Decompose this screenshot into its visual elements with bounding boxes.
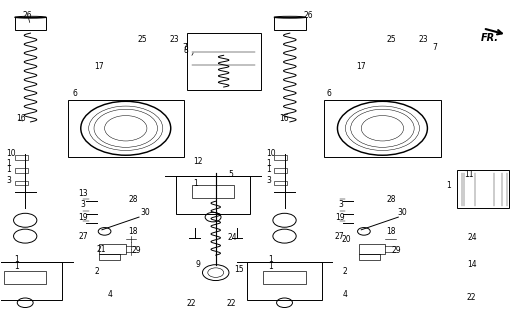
Text: 3: 3 — [338, 200, 343, 209]
Text: 30: 30 — [397, 208, 407, 217]
Text: 6: 6 — [327, 89, 332, 98]
Text: 26: 26 — [22, 11, 32, 20]
Bar — [274, 168, 287, 173]
Text: 10: 10 — [7, 149, 16, 158]
Text: 8: 8 — [184, 46, 189, 55]
Text: 15: 15 — [234, 265, 244, 274]
Text: 12: 12 — [193, 157, 203, 166]
Bar — [359, 244, 385, 253]
Text: 1: 1 — [7, 165, 11, 174]
Bar — [192, 185, 234, 198]
Text: 1: 1 — [269, 255, 273, 264]
Bar — [14, 180, 28, 185]
Bar — [99, 253, 120, 260]
Text: 6: 6 — [73, 89, 78, 98]
Text: 1: 1 — [269, 262, 273, 271]
Text: 20: 20 — [342, 235, 351, 244]
Text: 30: 30 — [140, 208, 150, 217]
Bar — [359, 253, 380, 260]
Text: 9: 9 — [196, 260, 201, 268]
Bar — [4, 271, 46, 284]
Text: 25: 25 — [138, 35, 147, 44]
Text: 23: 23 — [170, 35, 179, 44]
Text: 7: 7 — [433, 43, 438, 52]
Text: 10: 10 — [266, 149, 276, 158]
Text: 1: 1 — [193, 179, 198, 188]
Text: 5: 5 — [228, 170, 233, 179]
Bar — [274, 17, 306, 30]
Text: 27: 27 — [78, 232, 88, 241]
Text: 29: 29 — [131, 246, 140, 255]
Text: 7: 7 — [182, 43, 187, 52]
Text: 23: 23 — [418, 35, 428, 44]
Text: 22: 22 — [226, 299, 236, 308]
Text: 25: 25 — [387, 35, 396, 44]
Bar — [187, 33, 261, 90]
Text: 16: 16 — [279, 114, 289, 123]
Text: 17: 17 — [356, 62, 365, 71]
Text: 1: 1 — [14, 262, 19, 271]
Text: 22: 22 — [187, 299, 196, 308]
Text: 4: 4 — [107, 290, 112, 299]
Bar — [14, 155, 28, 160]
Text: 21: 21 — [97, 245, 106, 254]
Text: 4: 4 — [343, 290, 347, 299]
Text: 16: 16 — [16, 114, 26, 123]
Bar — [68, 100, 184, 157]
Text: 3: 3 — [81, 200, 86, 209]
Bar — [14, 168, 28, 173]
Text: 27: 27 — [335, 232, 344, 241]
Text: FR.: FR. — [480, 33, 498, 43]
Text: 26: 26 — [303, 11, 313, 20]
Text: 29: 29 — [392, 246, 401, 255]
Text: 19: 19 — [335, 212, 344, 222]
Bar — [274, 155, 287, 160]
Bar — [247, 261, 321, 300]
Text: 1: 1 — [7, 159, 11, 168]
Text: 17: 17 — [94, 62, 104, 71]
Text: 1: 1 — [266, 159, 271, 168]
Text: 3: 3 — [266, 176, 271, 185]
Bar — [99, 244, 126, 253]
Text: 11: 11 — [464, 170, 474, 179]
Text: 22: 22 — [466, 293, 476, 302]
Bar — [263, 271, 306, 284]
Text: 14: 14 — [467, 260, 477, 268]
Bar — [14, 17, 46, 30]
Bar — [274, 180, 287, 185]
Text: 1: 1 — [446, 181, 451, 190]
Text: 1: 1 — [266, 165, 271, 174]
Text: 24: 24 — [467, 233, 477, 242]
Bar — [456, 170, 510, 208]
Bar — [324, 100, 440, 157]
Text: 18: 18 — [128, 227, 138, 236]
Text: 24: 24 — [228, 233, 237, 242]
Text: 19: 19 — [78, 212, 88, 222]
Text: 1: 1 — [14, 255, 19, 264]
Text: 2: 2 — [94, 267, 99, 276]
Bar — [0, 261, 62, 300]
Bar — [176, 176, 250, 214]
Text: 28: 28 — [386, 195, 396, 204]
Text: 28: 28 — [128, 195, 138, 204]
Text: 13: 13 — [78, 189, 88, 198]
Text: 3: 3 — [7, 176, 12, 185]
Text: 18: 18 — [386, 227, 396, 236]
Text: 2: 2 — [343, 267, 347, 276]
